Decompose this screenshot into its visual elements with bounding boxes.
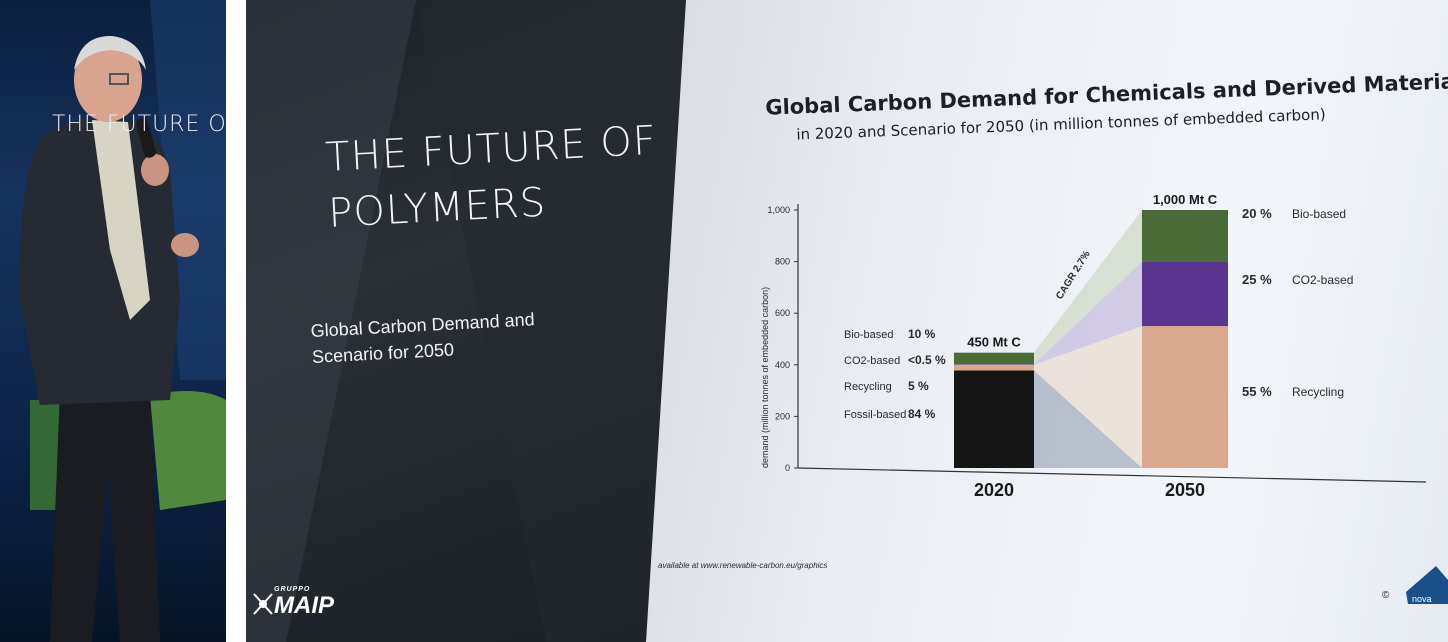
label-2050-name: CO2-based — [1292, 273, 1353, 287]
label-2020-pct: 10 % — [908, 327, 936, 341]
connector-band-recycling — [1034, 326, 1142, 468]
y-tick-label: 800 — [775, 257, 790, 267]
y-tick-label: 400 — [775, 360, 790, 370]
y-tick-label: 0 — [785, 463, 790, 473]
label-2020-pct: 84 % — [908, 407, 936, 421]
bar-2020-bio-based — [954, 352, 1034, 365]
bar-total-label: 450 Mt C — [967, 335, 1021, 350]
logo-big-text: MAIP — [274, 592, 334, 619]
bar-2050-bio-based — [1142, 210, 1228, 262]
x-axis-line — [797, 467, 1427, 483]
logo-symbol-icon — [253, 593, 273, 615]
label-2020-pct: <0.5 % — [908, 353, 946, 367]
nova-logo-text: nova — [1412, 594, 1432, 604]
label-2050-pct: 55 % — [1242, 384, 1272, 399]
speaker-photo: THE FUTURE OF — [0, 0, 226, 642]
label-2050-pct: 25 % — [1242, 272, 1272, 287]
y-tick-label: 200 — [775, 411, 790, 421]
presentation-photo: THE FUTURE OF POLYMERS Global Carbon Dem… — [246, 0, 1448, 642]
y-tick-label: 1,000 — [767, 205, 790, 215]
projection-screen: Global Carbon Demand for Chemicals and D… — [646, 0, 1448, 642]
label-2020-name: Fossil-based — [844, 409, 906, 421]
bar-2020-fossil-based — [954, 370, 1034, 468]
source-note: available at www.renewable-carbon.eu/gra… — [658, 561, 827, 570]
copyright-mark: © — [1382, 590, 1390, 601]
label-2020-name: Bio-based — [844, 329, 894, 341]
label-2050-name: Bio-based — [1292, 207, 1346, 221]
connector-band-co2-based — [1034, 261, 1142, 365]
microphone — [136, 118, 156, 158]
stage-screen-text: THE FUTURE OF — [52, 112, 226, 137]
speaker-figure — [19, 0, 226, 642]
label-2050-pct: 20 % — [1242, 206, 1272, 221]
y-axis-label: demand (million tonnes of embedded carbo… — [760, 287, 770, 468]
bar-2050-co2-based — [1142, 261, 1228, 327]
bar-2020-recycling — [954, 364, 1034, 371]
bar-total-label: 1,000 Mt C — [1153, 192, 1218, 207]
green-chair — [150, 391, 226, 510]
bar-2020-co2-based — [954, 364, 1034, 365]
label-2020-pct: 5 % — [908, 379, 929, 393]
slide-title: THE FUTURE OF POLYMERS — [324, 113, 661, 242]
carbon-demand-chart: Global Carbon Demand for Chemicals and D… — [658, 69, 1448, 604]
x-category-label: 2020 — [974, 480, 1014, 500]
connector-band-bio-based — [1034, 210, 1142, 365]
chart-title: Global Carbon Demand for Chemicals and D… — [765, 69, 1448, 120]
bar-2050-recycling — [1142, 326, 1228, 468]
x-category-label: 2050 — [1165, 480, 1205, 500]
y-tick-label: 600 — [775, 308, 790, 318]
label-2050-name: Recycling — [1292, 385, 1344, 399]
label-2020-name: Recycling — [844, 381, 892, 393]
nova-logo-icon — [1406, 566, 1448, 604]
label-2020-name: CO2-based — [844, 355, 900, 367]
background-wedges — [246, 0, 686, 642]
logo-small-text: GRUPPO — [274, 586, 311, 593]
